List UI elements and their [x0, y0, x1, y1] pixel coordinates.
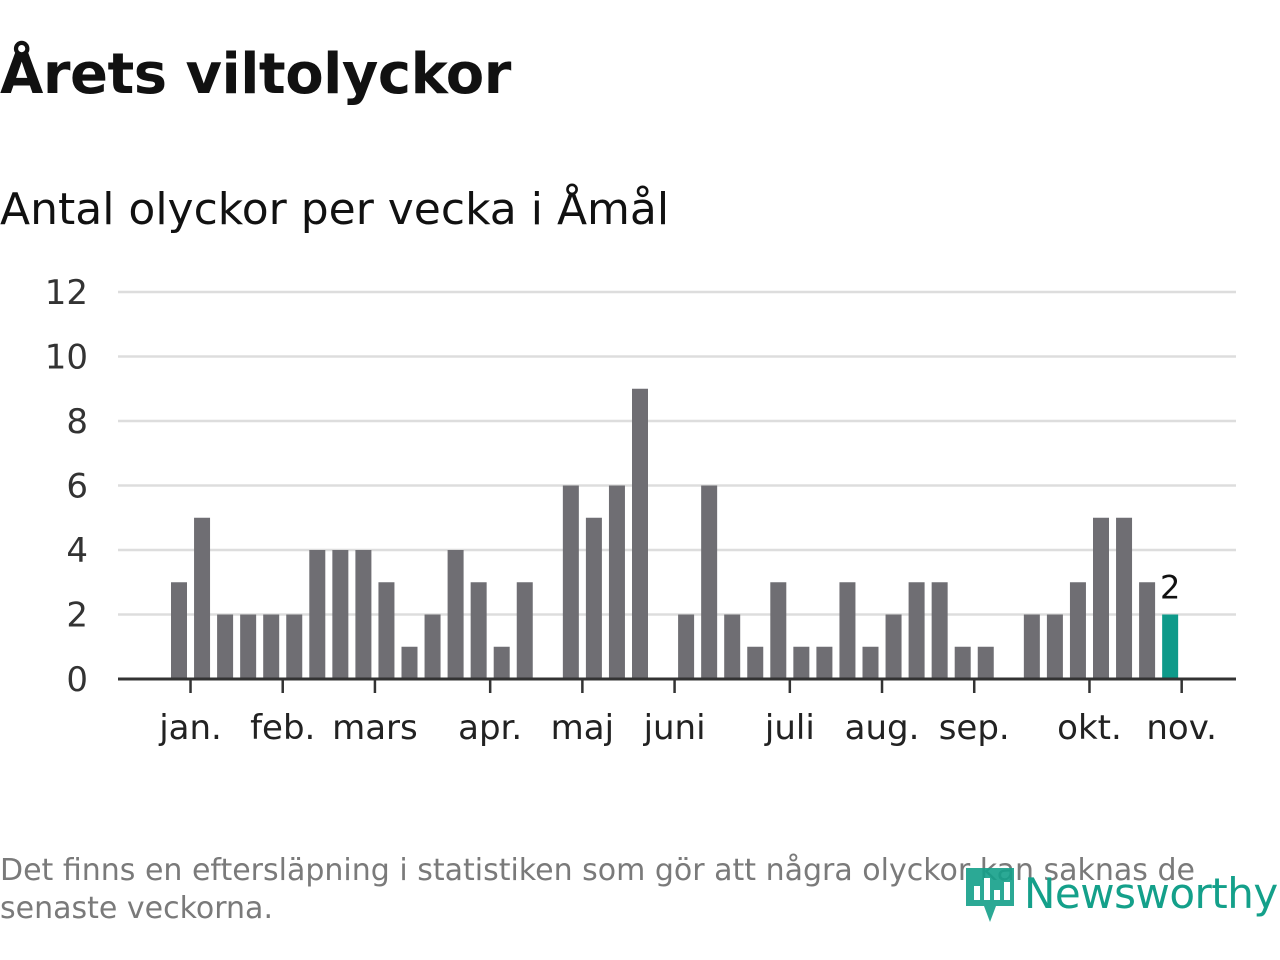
y-axis-ticks: 0 2 4 6 8 10 12 [45, 273, 88, 700]
x-tick-label: juli [764, 708, 815, 748]
bar-chart: 0 2 4 6 8 10 12 jan. feb. mars apr. maj juni juli aug… [45, 273, 1236, 748]
y-tick-label: 6 [66, 467, 88, 507]
data-labels: 2 [1160, 569, 1180, 607]
bar-week-32 [885, 614, 902, 679]
bar-week-30 [839, 582, 856, 679]
bar-week-31 [862, 646, 879, 679]
x-tick-label: sep. [939, 708, 1010, 748]
bar-week-18 [562, 485, 579, 679]
bar-week-3 [217, 614, 234, 679]
x-tick-label: feb. [250, 708, 315, 748]
y-tick-label: 4 [66, 531, 88, 571]
bar-week-21 [632, 388, 648, 679]
x-tick-label: aug. [845, 708, 920, 748]
bar-week-20 [608, 485, 625, 679]
bar-week-25 [724, 614, 741, 679]
newsworthy-logo-icon [966, 868, 1014, 922]
bar-week-35 [954, 646, 971, 679]
chart-subtitle: Antal olyckor per vecka i Åmål [0, 184, 670, 235]
bar-week-42 [1116, 517, 1133, 679]
x-tick-label: mars [332, 708, 418, 748]
gridlines [118, 290, 1236, 616]
newsworthy-logo-text: Newsworthy [1024, 868, 1278, 918]
bar-week-38 [1023, 614, 1040, 679]
bar-week-27 [770, 582, 787, 679]
bar-week-9 [355, 550, 372, 679]
bar-latest-week [1162, 614, 1179, 679]
bar-week-34 [931, 582, 948, 679]
bar-week-28 [793, 646, 810, 679]
x-tick-label: nov. [1146, 708, 1217, 748]
bar-week-1 [171, 582, 187, 679]
bar-week-16 [516, 582, 533, 679]
bar-week-23 [678, 614, 695, 679]
x-tick-label: maj [551, 708, 614, 748]
x-tick-label: jan. [158, 708, 222, 748]
bar-week-19 [585, 517, 602, 679]
bar-week-10 [378, 582, 395, 679]
y-tick-label: 12 [45, 273, 88, 313]
x-tick-label: apr. [458, 708, 522, 748]
x-tick-label: juni [643, 708, 706, 748]
bar-week-7 [309, 550, 326, 679]
chart-title: Årets viltolyckor [0, 42, 511, 107]
bar-week-24 [701, 485, 718, 679]
y-tick-label: 2 [66, 596, 88, 636]
bar-week-11 [401, 646, 418, 679]
bar-week-8 [332, 550, 349, 679]
bar-week-5 [263, 614, 280, 679]
bar-week-40 [1069, 582, 1086, 679]
bar-week-2 [194, 517, 211, 679]
bar-week-39 [1046, 614, 1063, 679]
bar-week-15 [493, 646, 510, 679]
y-tick-label: 8 [66, 402, 88, 442]
bar-week-26 [747, 646, 764, 679]
x-axis: jan. feb. mars apr. maj juni juli aug. sep. okt. n… [118, 677, 1236, 748]
bar-week-13 [447, 550, 464, 679]
bar-week-4 [240, 614, 257, 679]
bar-week-6 [286, 614, 303, 679]
bar-week-29 [816, 646, 833, 679]
latest-value-label: 2 [1160, 569, 1180, 607]
bar-week-12 [424, 614, 441, 679]
bar-week-43 [1139, 582, 1156, 679]
bar-week-33 [908, 582, 925, 679]
bar-week-36 [977, 646, 994, 679]
bars [171, 388, 1179, 679]
y-tick-label: 10 [45, 338, 88, 378]
x-tick-label: okt. [1057, 708, 1122, 748]
bar-week-14 [470, 582, 487, 679]
y-tick-label: 0 [66, 660, 88, 700]
newsworthy-logo: Newsworthy [962, 860, 1278, 926]
bar-week-41 [1093, 517, 1109, 679]
